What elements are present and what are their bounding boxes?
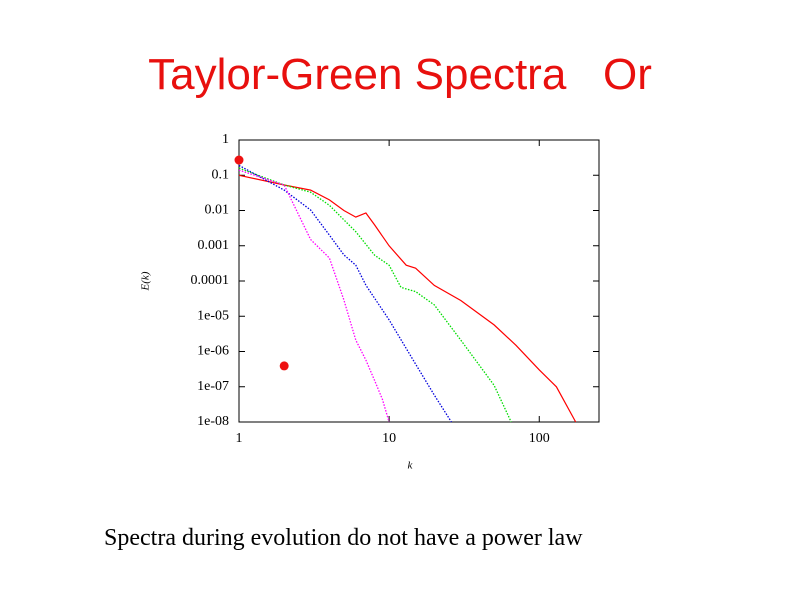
plot-frame (238, 139, 600, 423)
y-tick-label: 0.1 (212, 167, 230, 182)
y-tick-label: 0.01 (205, 203, 230, 218)
series-line (238, 169, 390, 423)
x-tick-label: 10 (382, 431, 396, 446)
x-axis-label: k (408, 460, 414, 472)
marker-point (234, 155, 244, 165)
marker-point (279, 361, 289, 371)
y-tick-label: 1e-07 (197, 379, 229, 394)
y-tick-label: 0.001 (198, 238, 230, 253)
caption: Spectra during evolution do not have a p… (104, 525, 583, 551)
series-line (238, 174, 577, 423)
y-tick-label: 1e-05 (197, 308, 229, 323)
y-tick-label: 1 (222, 132, 229, 147)
series-line (238, 167, 512, 423)
series-line (238, 164, 452, 423)
slide-title: Taylor-Green Spectra Or (148, 50, 652, 99)
y-tick-label: 0.0001 (191, 273, 230, 288)
y-tick-label: 1e-08 (197, 414, 229, 429)
x-tick-label: 1 (236, 431, 243, 446)
x-tick-label: 100 (529, 431, 550, 446)
y-axis-label: E(k) (140, 271, 152, 291)
y-tick-label: 1e-06 (197, 344, 229, 359)
